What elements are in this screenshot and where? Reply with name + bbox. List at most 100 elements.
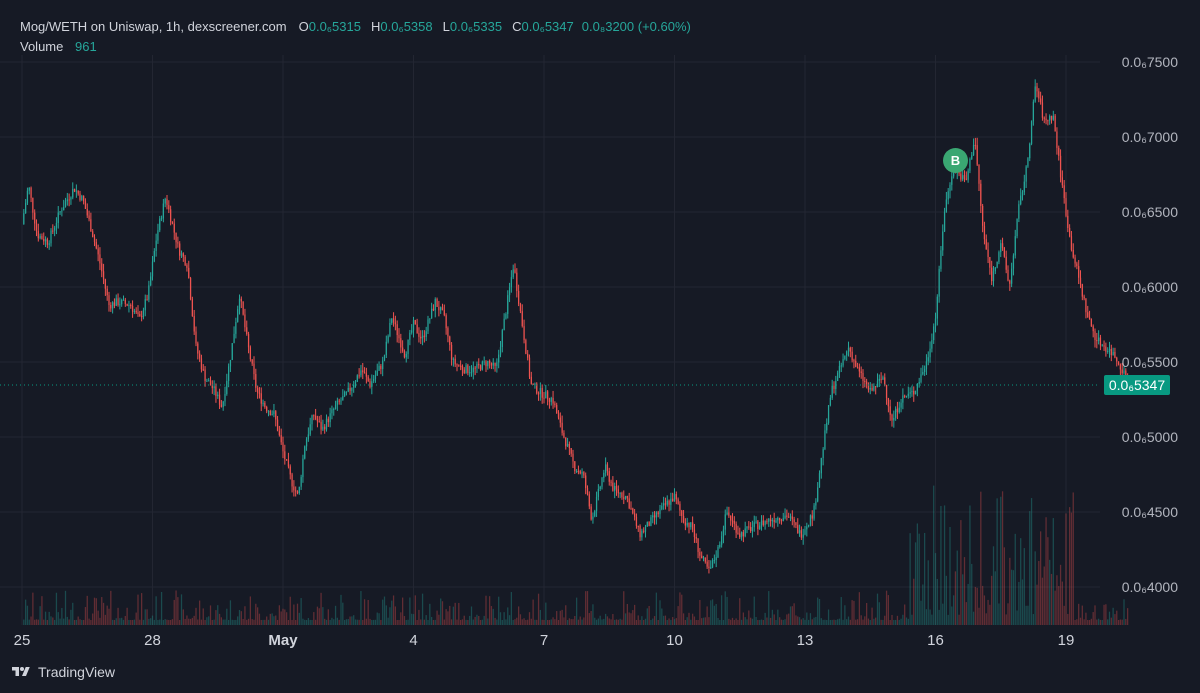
volume-bar [514,619,516,625]
candle-body [99,254,101,264]
candle-body [588,494,590,507]
candle-body [851,351,853,361]
candle-body [369,381,371,387]
candle-body [900,402,902,408]
volume-bar [820,618,822,625]
brand-name: TradingView [38,664,116,680]
candle-body [612,482,614,491]
volume-bar [670,619,672,625]
candle-body [1121,369,1123,374]
candle-body [791,516,793,520]
volume-bar [1036,584,1038,625]
candle-body [1065,198,1067,216]
candle-body [454,358,456,365]
volume-bar [693,616,696,625]
volume-bar [608,618,610,625]
volume-bar [70,609,72,625]
volume-bar [1087,620,1089,625]
volume-bar [972,611,975,625]
candle-body [559,417,561,423]
candle-body [514,269,516,273]
volume-bar [77,616,79,625]
candle-body [980,183,982,206]
volume-bar [876,593,879,625]
volume-bar [1010,569,1013,625]
open-value: 0.0₆5315 [308,19,361,34]
candle-body [976,145,978,165]
volume-bar [893,619,895,625]
candle-body [710,567,712,569]
volume-bar [539,609,542,625]
volume-bar [985,613,987,625]
candle-body [894,408,897,418]
buy-marker[interactable]: B [943,148,968,173]
volume-bar [701,618,703,625]
volume-bar [429,603,431,625]
candle-body [264,402,266,408]
candle-body [691,522,694,530]
volume-bar [911,614,913,625]
volume-bar [1030,498,1033,625]
volume-bar [971,563,973,625]
volume-bar [258,613,261,625]
volume-bar [336,617,339,625]
volume-bar [470,606,473,625]
volume-bar [927,560,929,625]
volume-bar [592,604,594,625]
candle-body [459,365,462,367]
volume-bar [401,597,404,625]
volume-bar [800,619,803,625]
candle-body [798,530,801,534]
volume-bar [599,615,601,625]
candle-body [943,211,946,232]
volume-bar [113,619,116,625]
volume-bar [525,619,527,625]
candle-body [389,322,391,337]
candle-body [532,383,534,385]
candle-body [800,530,803,538]
candle-body [644,526,647,532]
volume-bar [791,606,793,625]
candle-body [913,390,915,395]
volume-bar [35,619,38,625]
volume-bar [833,619,835,625]
candle-body [922,371,924,375]
volume-bar [965,602,967,625]
volume-bar [606,616,609,625]
candle-body [1010,268,1013,284]
candle-body [81,195,83,200]
volume-bar [380,619,382,625]
close-value: 0.0₆5347 [521,19,574,34]
candle-body [394,322,397,325]
candle-body [782,518,784,521]
candle-body [476,364,478,368]
volume-bar [52,617,54,625]
candle-body [1061,177,1064,186]
tradingview-branding[interactable]: TradingView [10,664,115,680]
volume-bar [632,610,634,625]
candle-body [539,388,542,394]
volume-bar [32,592,34,625]
volume-bar [44,611,47,625]
volume-bar [1059,564,1062,625]
volume-bar [552,617,554,625]
volume-bar [333,619,335,625]
candle-body [528,357,531,377]
volume-bar [416,619,418,625]
candle-body [30,187,32,198]
candle-body [488,360,491,364]
volume-bar [958,614,960,625]
candle-body [289,466,291,475]
volume-bar [559,610,561,625]
volume-bar [1034,551,1036,625]
volume-bar [510,592,513,625]
volume-bar [962,574,964,625]
volume-bar [242,618,244,625]
candle-body [672,498,674,502]
volume-bar [1103,604,1105,625]
volume-bar [488,596,491,625]
volume-bar [298,612,300,625]
volume-bar [505,619,507,625]
candle-body [70,197,72,200]
